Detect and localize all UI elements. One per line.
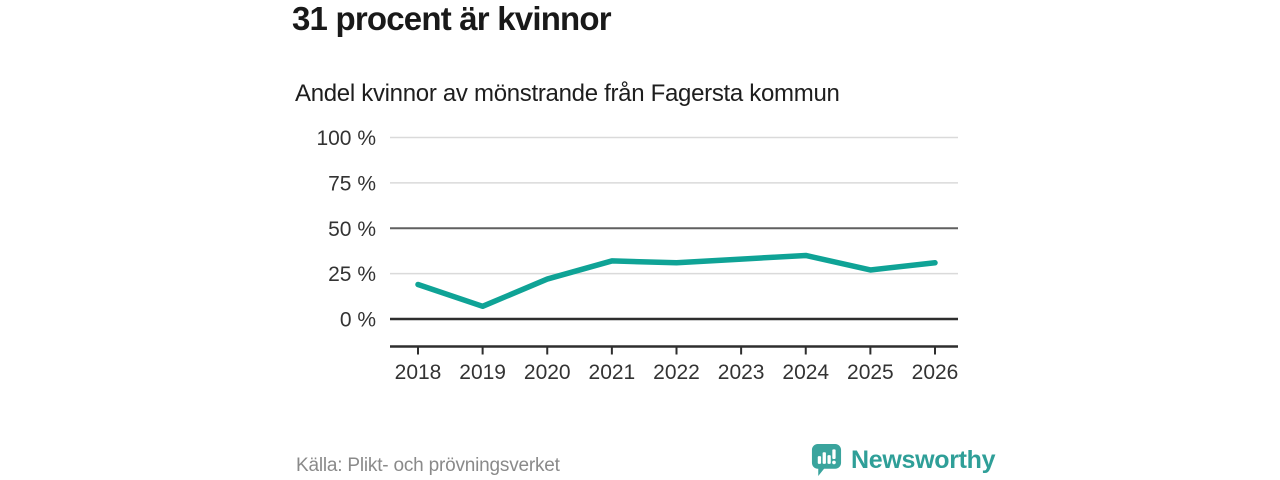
- x-tick-label: 2026: [912, 361, 959, 384]
- newsworthy-speech-bubble-bar-chart-icon: [811, 443, 842, 477]
- data-line-Andel kvinnor: [415, 252, 938, 310]
- x-tick-label: 2018: [395, 361, 442, 384]
- chart-subtitle: Andel kvinnor av mönstrande från Fagerst…: [295, 80, 840, 107]
- x-tick-label: 2023: [718, 361, 765, 384]
- source-note: Källa: Plikt- och prövningsverket: [296, 455, 560, 476]
- x-tick-label: 2021: [589, 361, 636, 384]
- y-tick-label: 0 %: [340, 309, 376, 332]
- y-tick-label: 50 %: [328, 218, 376, 241]
- x-tick-label: 2022: [653, 361, 700, 384]
- x-tick-label: 2019: [459, 361, 506, 384]
- y-tick-label: 25 %: [328, 263, 376, 286]
- chart-title: 31 procent är kvinnor: [292, 0, 612, 37]
- x-tick-label: 2025: [847, 361, 894, 384]
- x-tick-label: 2020: [524, 361, 571, 384]
- newsworthy-logo: Newsworthy: [810, 442, 996, 478]
- y-tick-label: 75 %: [328, 172, 376, 195]
- newsworthy-wordmark: Newsworthy: [851, 445, 996, 474]
- y-tick-label: 100 %: [316, 127, 376, 150]
- x-tick-label: 2024: [782, 361, 829, 384]
